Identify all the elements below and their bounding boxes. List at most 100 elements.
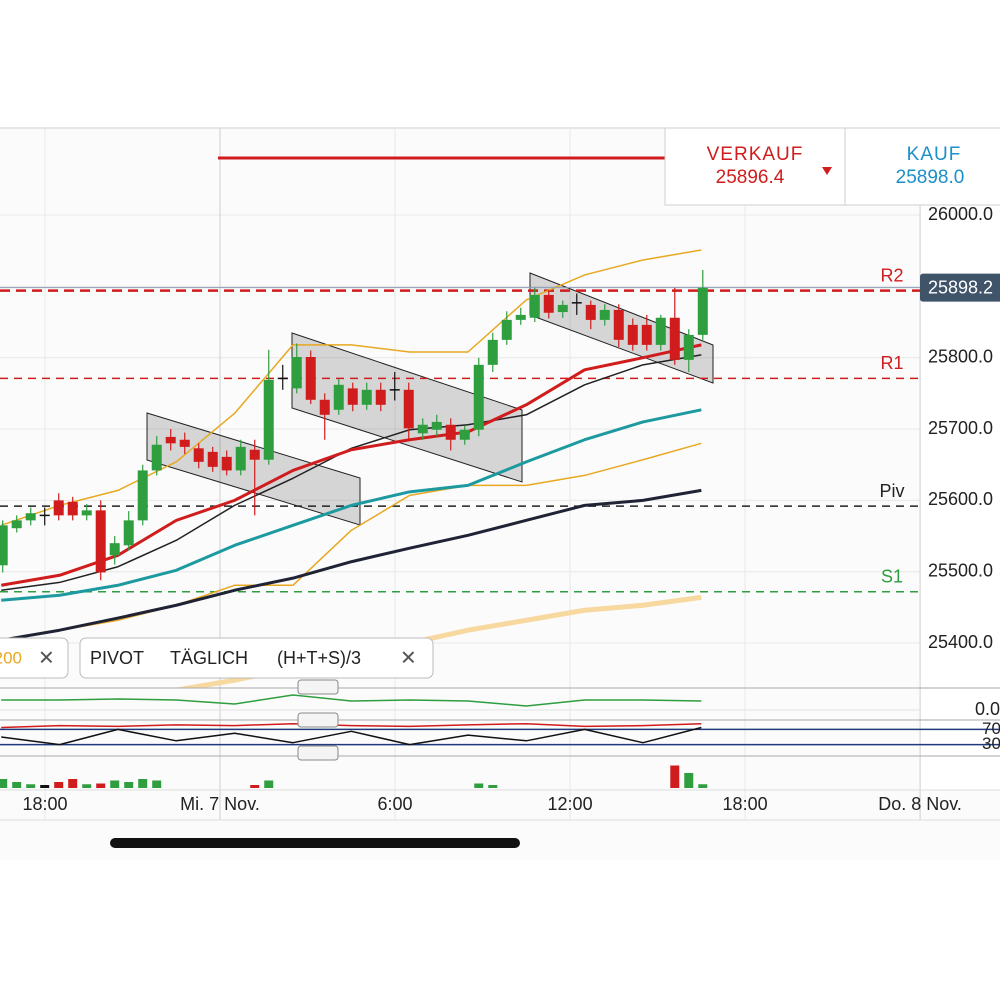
oscillator-line	[1, 694, 702, 707]
pivot-label: Piv	[879, 481, 904, 501]
chart-background	[0, 128, 1000, 860]
plot	[0, 249, 920, 688]
candle-body	[627, 324, 638, 345]
x-tick-label: 12:00	[548, 794, 593, 814]
candle-body	[529, 294, 540, 318]
buy-button[interactable]	[844, 127, 1000, 206]
dropdown-icon[interactable]	[822, 167, 832, 175]
stochastic-tick-label: 30	[982, 734, 1000, 753]
volume-bar	[124, 782, 134, 788]
candle-body	[165, 436, 176, 444]
candle-body	[81, 510, 92, 516]
volume-bar	[0, 779, 8, 788]
candle-body	[277, 377, 288, 380]
volume-bar	[54, 782, 64, 788]
legend-pill[interactable]	[0, 637, 69, 679]
stochastic-line	[1, 722, 702, 729]
panel-handle[interactable]	[297, 745, 339, 761]
x-tick-label: Mi. 7 Nov.	[180, 794, 260, 814]
candle-body	[445, 424, 456, 440]
y-tick-label: 25400.0	[928, 632, 993, 652]
indicator-line	[1, 408, 702, 602]
pivot-label: S1	[881, 566, 903, 586]
volume-bar	[68, 779, 78, 788]
last-price-label: 25898.2	[928, 277, 993, 297]
volume-bar	[684, 773, 694, 788]
candle-body	[543, 294, 554, 313]
legend-ma: 200	[0, 648, 22, 667]
candle-body	[291, 356, 302, 389]
volume-bar	[698, 784, 708, 788]
candle-body	[487, 339, 498, 365]
candle-body	[361, 389, 372, 405]
candle-body	[515, 314, 526, 320]
candle-body	[11, 520, 22, 529]
candle-body	[375, 389, 386, 405]
home-indicator[interactable]	[110, 838, 520, 848]
indicator-line	[0, 488, 702, 642]
candle-body	[193, 448, 204, 462]
volume-bar	[152, 780, 162, 788]
indicator-line	[1, 442, 702, 641]
candle-body	[263, 379, 274, 460]
last-price-badge	[920, 273, 1000, 302]
close-icon[interactable]: ✕	[38, 647, 55, 669]
volume-bar	[82, 784, 92, 788]
sell-label: VERKAUF	[707, 144, 804, 165]
stochastic-line	[1, 726, 702, 746]
grid	[0, 128, 921, 820]
candle-body	[123, 520, 134, 546]
candle-body	[305, 356, 316, 400]
panel-handle[interactable]	[297, 679, 339, 695]
y-tick-label: 26000.0	[928, 204, 993, 224]
x-tick-label: 18:00	[22, 794, 67, 814]
x-axis: 18:00 Mi. 7 Nov. 6:00 12:00 18:00 Do. 8 Nov.	[22, 794, 961, 814]
x-tick-label: 6:00	[378, 794, 413, 814]
candle-body	[109, 543, 120, 556]
candle-body	[39, 514, 50, 517]
candle-body	[655, 317, 666, 345]
y-tick-label: 25700.0	[928, 418, 993, 438]
pivot-label: R1	[880, 353, 903, 373]
volume-bar	[26, 784, 36, 788]
candle-body	[501, 319, 512, 340]
legend-pivot: PIVOT	[90, 648, 144, 668]
candle-body	[137, 470, 148, 521]
oscillator-lines	[1, 694, 702, 707]
legend-pill[interactable]	[79, 637, 434, 679]
x-tick-label: 18:00	[723, 794, 768, 814]
candle-body	[571, 302, 582, 304]
price-axis-background	[920, 128, 1000, 790]
x-tick-label: Do. 8 Nov.	[878, 794, 962, 814]
candle-body	[459, 429, 470, 440]
candle-body	[0, 525, 8, 566]
panel-handle[interactable]	[297, 712, 339, 728]
stochastic-tick-label: 70	[982, 719, 1000, 738]
y-tick-label: 25800.0	[928, 346, 993, 366]
candle-body	[389, 389, 400, 391]
volume-bar	[96, 783, 106, 788]
price-axis: 26000.025900.025800.025700.025600.025500…	[928, 204, 993, 652]
stochastic-lines	[1, 722, 702, 746]
volume-bar	[110, 780, 120, 788]
volume-bar	[138, 779, 148, 788]
candle-body	[249, 449, 260, 460]
candle-body	[25, 513, 36, 521]
legend-pivot-formula: (H+T+S)/3	[277, 648, 361, 668]
candle-body	[557, 304, 568, 313]
volume-bar	[250, 785, 260, 788]
candle-body	[599, 309, 610, 320]
sell-button[interactable]	[664, 127, 846, 206]
volume-bar	[12, 782, 22, 788]
candle-body	[53, 500, 64, 516]
legend-pivot-period: TÄGLICH	[170, 648, 248, 668]
candle-body	[585, 304, 596, 320]
candle-body	[207, 451, 218, 467]
buy-price: 25898.0	[896, 167, 965, 188]
buy-label: KAUF	[907, 144, 962, 165]
close-icon[interactable]: ✕	[400, 647, 417, 669]
candle-body	[95, 510, 106, 573]
